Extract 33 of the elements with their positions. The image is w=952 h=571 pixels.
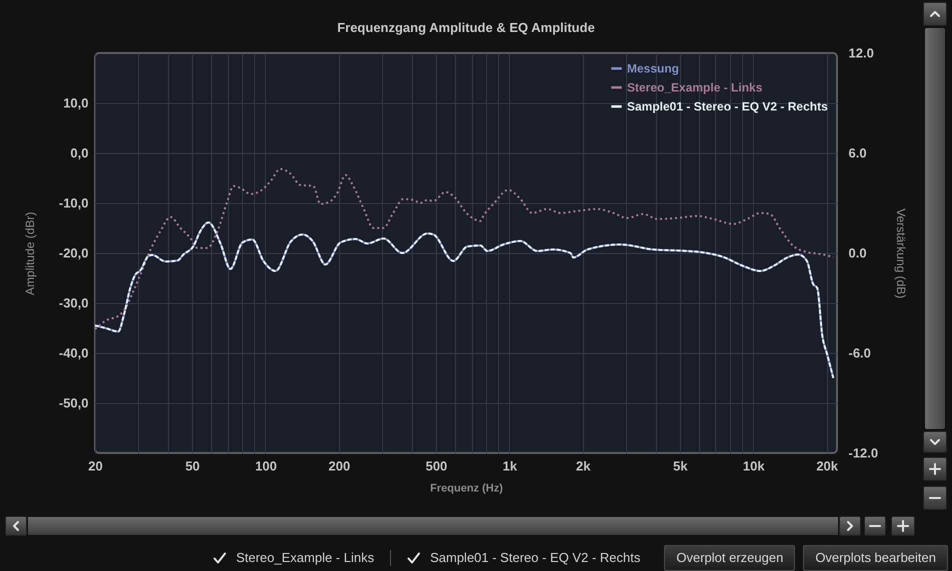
- y2-tick-label: -12.0: [848, 446, 878, 460]
- x-tick-label: 10k: [742, 458, 766, 474]
- y-tick-label: -10,0: [58, 196, 88, 210]
- y-tick-label: -30,0: [58, 296, 88, 310]
- x-tick-label: 200: [328, 458, 350, 474]
- legend-label: Stereo_Example - Links: [627, 80, 763, 94]
- y2-axis-title: Verstärkung (dB): [894, 208, 908, 299]
- legend-label: Messung: [627, 62, 680, 76]
- x-tick-label: 100: [255, 458, 277, 474]
- text: Stereo_Example - Links: [236, 550, 374, 565]
- y2-tick-label: -6.0: [848, 346, 871, 360]
- x-tick-label: 500: [426, 458, 448, 474]
- x-tick-label: 1k: [502, 458, 518, 474]
- y-tick-label: -40,0: [58, 346, 88, 360]
- y-tick-label: 0,0: [70, 146, 88, 160]
- y-axis-title: Amplitude (dBr): [22, 212, 37, 296]
- x-tick-label: 2k: [576, 458, 592, 474]
- x-axis-title: Frequenz (Hz): [430, 482, 504, 494]
- y2-tick-label: 6.0: [848, 146, 867, 160]
- x-tick-label: 50: [185, 458, 200, 474]
- text: Sample01 - Stereo - EQ V2 - Rechts: [430, 550, 640, 565]
- y-tick-label: -50,0: [58, 396, 88, 410]
- x-tick-label: 5k: [673, 458, 688, 474]
- chart-title: Frequenzgang Amplitude & EQ Amplitude: [337, 20, 595, 35]
- legend-label: Sample01 - Stereo - EQ V2 - Rechts: [627, 100, 828, 114]
- y2-tick-label: 12.0: [848, 46, 874, 60]
- y-tick-label: 10,0: [63, 96, 88, 110]
- y2-tick-label: 0.0: [848, 246, 867, 260]
- x-tick-label: 20k: [816, 458, 839, 474]
- y-tick-label: -20,0: [58, 246, 88, 260]
- button: Overplot erzeugen: [664, 544, 796, 570]
- button: Overplots bearbeiten: [803, 544, 948, 570]
- x-tick-label: 20: [88, 458, 103, 474]
